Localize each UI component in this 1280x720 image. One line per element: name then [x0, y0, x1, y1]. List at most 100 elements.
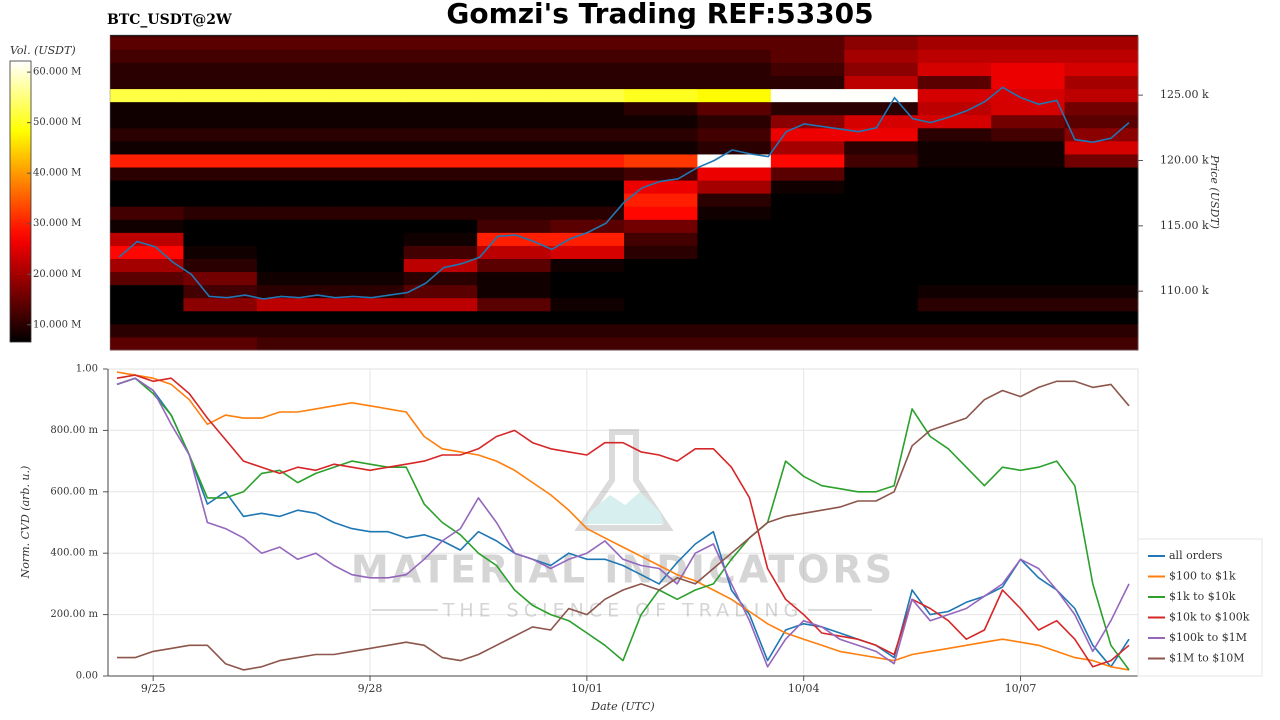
heatmap-cell	[550, 193, 625, 207]
heatmap-cell	[697, 193, 772, 207]
heatmap-cell	[697, 75, 772, 90]
heatmap-cell	[110, 323, 184, 338]
heatmap-cell	[403, 88, 478, 103]
heatmap-cell	[330, 49, 405, 63]
heatmap-cell	[1064, 193, 1139, 207]
heatmap-cell	[770, 284, 845, 299]
heatmap-cell	[1064, 88, 1139, 103]
heatmap-cell	[550, 245, 625, 260]
heatmap-cell	[991, 101, 1066, 116]
heatmap-cell	[256, 258, 331, 273]
heatmap-cell	[183, 245, 258, 260]
heatmap-cell	[697, 167, 772, 181]
heatmap-cell	[991, 284, 1066, 299]
heatmap-cell	[1064, 206, 1139, 220]
legend-label: all orders	[1169, 549, 1223, 562]
heatmap-cell	[991, 36, 1066, 50]
series-line	[116, 377, 1130, 668]
heatmap-cell	[330, 167, 405, 181]
heatmap-cell	[403, 127, 478, 142]
heatmap-cell	[256, 310, 331, 325]
heatmap-cell	[991, 193, 1066, 207]
heatmap-cell	[256, 219, 331, 233]
heatmap-cell	[844, 36, 919, 50]
heatmap-cell	[403, 336, 478, 351]
heatmap-cell	[183, 310, 258, 325]
heatmap-cell	[183, 180, 258, 194]
heatmap-cell	[110, 180, 184, 194]
heatmap-cell	[624, 114, 698, 129]
heatmap-cell	[477, 88, 552, 103]
colorbar	[9, 60, 32, 343]
heatmap-cell	[477, 297, 552, 312]
heatmap-cell	[550, 232, 625, 246]
heatmap-cell	[697, 49, 772, 63]
heatmap-cell	[844, 62, 919, 77]
watermark: MATERIAL INDICATORS THE SCIENCE OF TRADI…	[351, 429, 892, 622]
heatmap-cell	[330, 88, 405, 103]
heatmap-cell	[917, 258, 992, 273]
heatmap-cell	[256, 284, 331, 299]
heatmap-cell	[917, 62, 992, 77]
heatmap-cell	[1064, 297, 1139, 312]
heatmap-cell	[110, 297, 184, 312]
heatmap-cell	[844, 219, 919, 233]
heatmap-cell	[624, 75, 698, 90]
heatmap-cell	[917, 167, 992, 181]
heatmap-cell	[844, 232, 919, 246]
heatmap-cell	[844, 258, 919, 273]
heatmap-cell	[917, 114, 992, 129]
heatmap-cell	[183, 88, 258, 103]
y-axis-label: Norm. CVD (arb. u.)	[19, 466, 32, 580]
heatmap-cell	[917, 232, 992, 246]
heatmap-cell	[624, 101, 698, 116]
heatmap-cell	[770, 219, 845, 233]
heatmap-cell	[697, 219, 772, 233]
heatmap-cell	[770, 297, 845, 312]
heatmap-cell	[697, 245, 772, 260]
heatmap-cell	[477, 284, 552, 299]
heatmap-cell	[1064, 140, 1139, 155]
heatmap-cell	[256, 153, 331, 168]
heatmap-cell	[770, 310, 845, 325]
heatmap-cell	[770, 232, 845, 246]
heatmap-cell	[770, 36, 845, 50]
heatmap-cell	[770, 323, 845, 338]
y-tick-label: 600.00 m	[50, 486, 98, 497]
heatmap-cell	[697, 310, 772, 325]
heatmap-cell	[183, 206, 258, 220]
heatmap-cell	[991, 336, 1066, 351]
heatmap-cell	[403, 284, 478, 299]
heatmap-cell	[330, 245, 405, 260]
colorbar-tick-label: 20.000 M	[33, 269, 81, 280]
legend-label: $100 to $1k	[1169, 570, 1236, 583]
y-axis-label: Price (USDT)	[1208, 154, 1221, 229]
heatmap-cell	[1064, 180, 1139, 194]
x-tick-label: 10/04	[788, 682, 820, 695]
heatmap-cell	[403, 62, 478, 77]
heatmap-cell	[624, 219, 698, 233]
heatmap-cell	[550, 206, 625, 220]
heatmap-cell	[330, 180, 405, 194]
heatmap-cell	[624, 258, 698, 273]
legend-box	[1137, 538, 1263, 677]
heatmap-cell	[477, 258, 552, 273]
heatmap-cell	[110, 271, 184, 286]
heatmap-cell	[477, 206, 552, 220]
price-line	[118, 86, 1130, 300]
heatmap-cell	[991, 180, 1066, 194]
heatmap-cell	[256, 206, 331, 220]
series-line	[116, 371, 1130, 671]
heatmap-cell	[110, 258, 184, 273]
heatmap-cell	[844, 336, 919, 351]
heatmap-cell	[844, 167, 919, 181]
heatmap-cell	[403, 219, 478, 233]
heatmap-cell	[403, 271, 478, 286]
y-tick-label: 115.00 k	[1160, 219, 1209, 232]
heatmap-cell	[917, 336, 992, 351]
heatmap-cell	[550, 49, 625, 63]
heatmap-cell	[550, 180, 625, 194]
heatmap-cell	[550, 271, 625, 286]
heatmap-cell	[330, 114, 405, 129]
